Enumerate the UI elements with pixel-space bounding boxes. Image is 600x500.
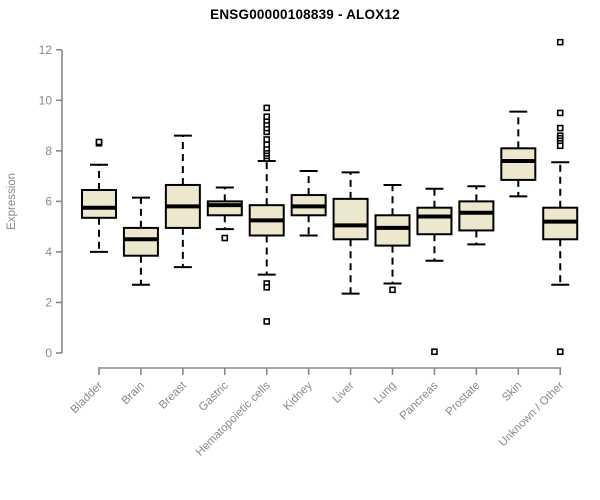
chart-title: ENSG00000108839 - ALOX12 — [210, 7, 400, 22]
y-tick-label: 12 — [39, 43, 53, 57]
outlier-point — [263, 141, 271, 148]
y-tick-label: 10 — [39, 93, 53, 107]
x-tick-label: Kidney — [281, 379, 315, 413]
x-tick-label: Breast — [157, 379, 190, 412]
outlier-point — [556, 109, 564, 117]
y-tick-label: 0 — [45, 346, 52, 360]
x-tick-label: Bladder — [69, 380, 106, 417]
x-tick-label: Prostate — [444, 380, 483, 419]
outlier-point — [556, 124, 564, 132]
outlier-point — [556, 38, 564, 46]
y-tick-label: 8 — [45, 144, 52, 158]
outlier-point — [556, 142, 564, 150]
outlier-point — [263, 318, 271, 325]
x-tick-label: Liver — [331, 380, 357, 406]
box-skin — [500, 147, 537, 181]
box-liver — [332, 197, 369, 241]
y-tick-label: 6 — [45, 194, 52, 208]
outlier-point — [95, 138, 103, 146]
outlier-point — [263, 104, 271, 112]
y-axis-title: Expression — [6, 173, 18, 230]
outlier-point — [431, 348, 438, 356]
box-brain — [122, 226, 159, 257]
y-tick-label: 2 — [45, 295, 52, 309]
y-tick-label: 4 — [45, 245, 52, 259]
outlier-point — [263, 136, 271, 143]
x-tick-label: Skin — [500, 380, 524, 404]
x-tick-label: Lung — [372, 380, 399, 407]
x-tick-label: Pancreas — [398, 379, 441, 422]
box-prostate — [458, 200, 495, 232]
box-lung — [374, 214, 411, 247]
outlier-point — [221, 234, 229, 242]
x-tick-label: Brain — [120, 380, 147, 407]
outlier-point — [263, 113, 271, 121]
outlier-point — [263, 283, 271, 291]
box-bladder — [81, 189, 117, 219]
x-tick-label: Gastric — [197, 379, 231, 413]
outlier-point — [389, 286, 396, 294]
x-tick-label: Hematopoietic cells — [194, 379, 273, 458]
outlier-point — [556, 348, 564, 356]
box-pancreas — [416, 206, 453, 236]
